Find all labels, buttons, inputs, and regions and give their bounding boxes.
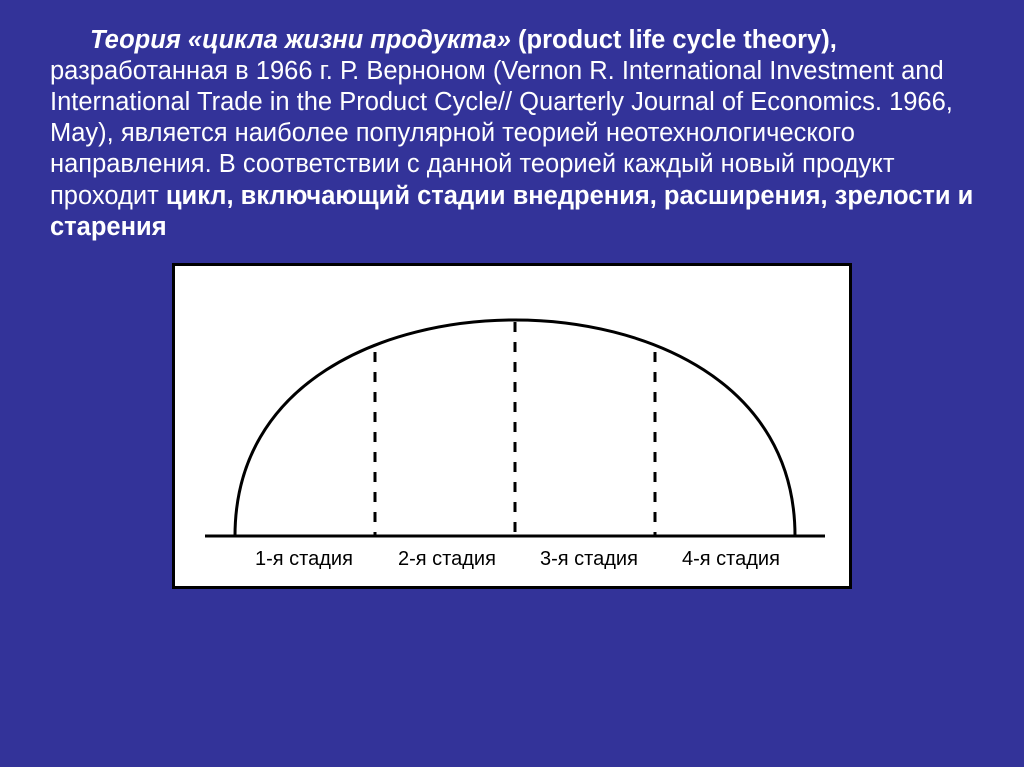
- subtitle-bold: (product life cycle theory),: [518, 26, 837, 54]
- stage-2-label: 2-я стадия: [398, 548, 496, 571]
- bold-tail: цикл, включающий стадии внедрения, расши…: [50, 182, 973, 241]
- main-paragraph: Теория «цикла жизни продукта» (product l…: [50, 25, 974, 243]
- lifecycle-diagram: 1-я стадия 2-я стадия 3-я стадия 4-я ста…: [172, 263, 852, 589]
- stage-3-label: 3-я стадия: [540, 548, 638, 571]
- title-bold-italic: Теория «цикла жизни продукта»: [90, 26, 518, 54]
- stage-4-label: 4-я стадия: [682, 548, 780, 571]
- diagram-container: 1-я стадия 2-я стадия 3-я стадия 4-я ста…: [50, 263, 974, 589]
- diagram-svg: [175, 266, 852, 589]
- stage-1-label: 1-я стадия: [255, 548, 353, 571]
